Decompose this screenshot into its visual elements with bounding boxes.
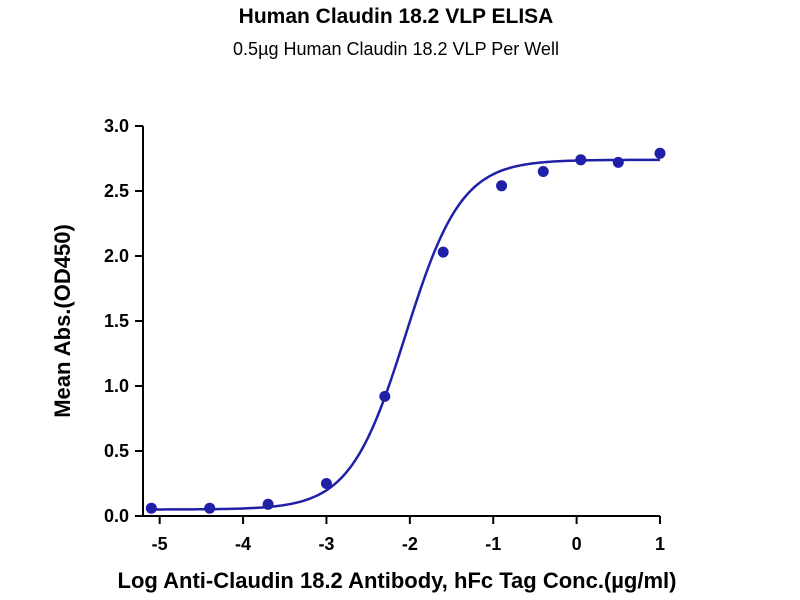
y-tick-label: 3.0 xyxy=(104,116,129,136)
y-ticks: 0.0 0.5 1.0 1.5 2.0 2.5 3.0 xyxy=(104,116,143,526)
axes xyxy=(142,126,660,517)
y-tick-label: 1.5 xyxy=(104,311,129,331)
data-point xyxy=(537,166,549,177)
y-axis-title: Mean Abs.(OD450) xyxy=(50,224,75,418)
data-point xyxy=(204,502,216,514)
y-tick-label: 0.0 xyxy=(104,506,129,526)
x-tick-label: 1 xyxy=(655,534,665,554)
x-tick-label: -4 xyxy=(235,534,251,554)
data-point xyxy=(496,180,508,192)
chart-subtitle: 0.5µg Human Claudin 18.2 VLP Per Well xyxy=(233,39,559,59)
fit-curve xyxy=(151,158,660,511)
chart-title: Human Claudin 18.2 VLP ELISA xyxy=(239,5,554,28)
x-tick-label: -2 xyxy=(402,534,418,554)
fit-curve-layer xyxy=(151,158,660,511)
x-tick-label: -5 xyxy=(152,534,168,554)
x-axis-title: Log Anti-Claudin 18.2 Antibody, hFc Tag … xyxy=(118,568,677,593)
y-tick-label: 2.0 xyxy=(104,246,129,266)
y-tick-label: 1.0 xyxy=(104,376,129,396)
data-points-layer xyxy=(145,147,666,514)
data-point xyxy=(654,147,666,159)
data-point xyxy=(575,154,587,166)
data-point xyxy=(320,478,332,489)
x-tick-label: -1 xyxy=(485,534,501,554)
y-tick-label: 0.5 xyxy=(104,441,129,461)
data-point xyxy=(262,498,274,510)
data-point xyxy=(379,390,391,402)
y-tick-label: 2.5 xyxy=(104,181,129,201)
x-tick-label: 0 xyxy=(572,534,582,554)
x-tick-label: -3 xyxy=(318,534,334,554)
data-point xyxy=(612,156,624,168)
data-point xyxy=(145,502,157,514)
x-ticks: -5 -4 -3 -2 -1 0 1 xyxy=(152,516,665,554)
data-point xyxy=(437,246,449,258)
